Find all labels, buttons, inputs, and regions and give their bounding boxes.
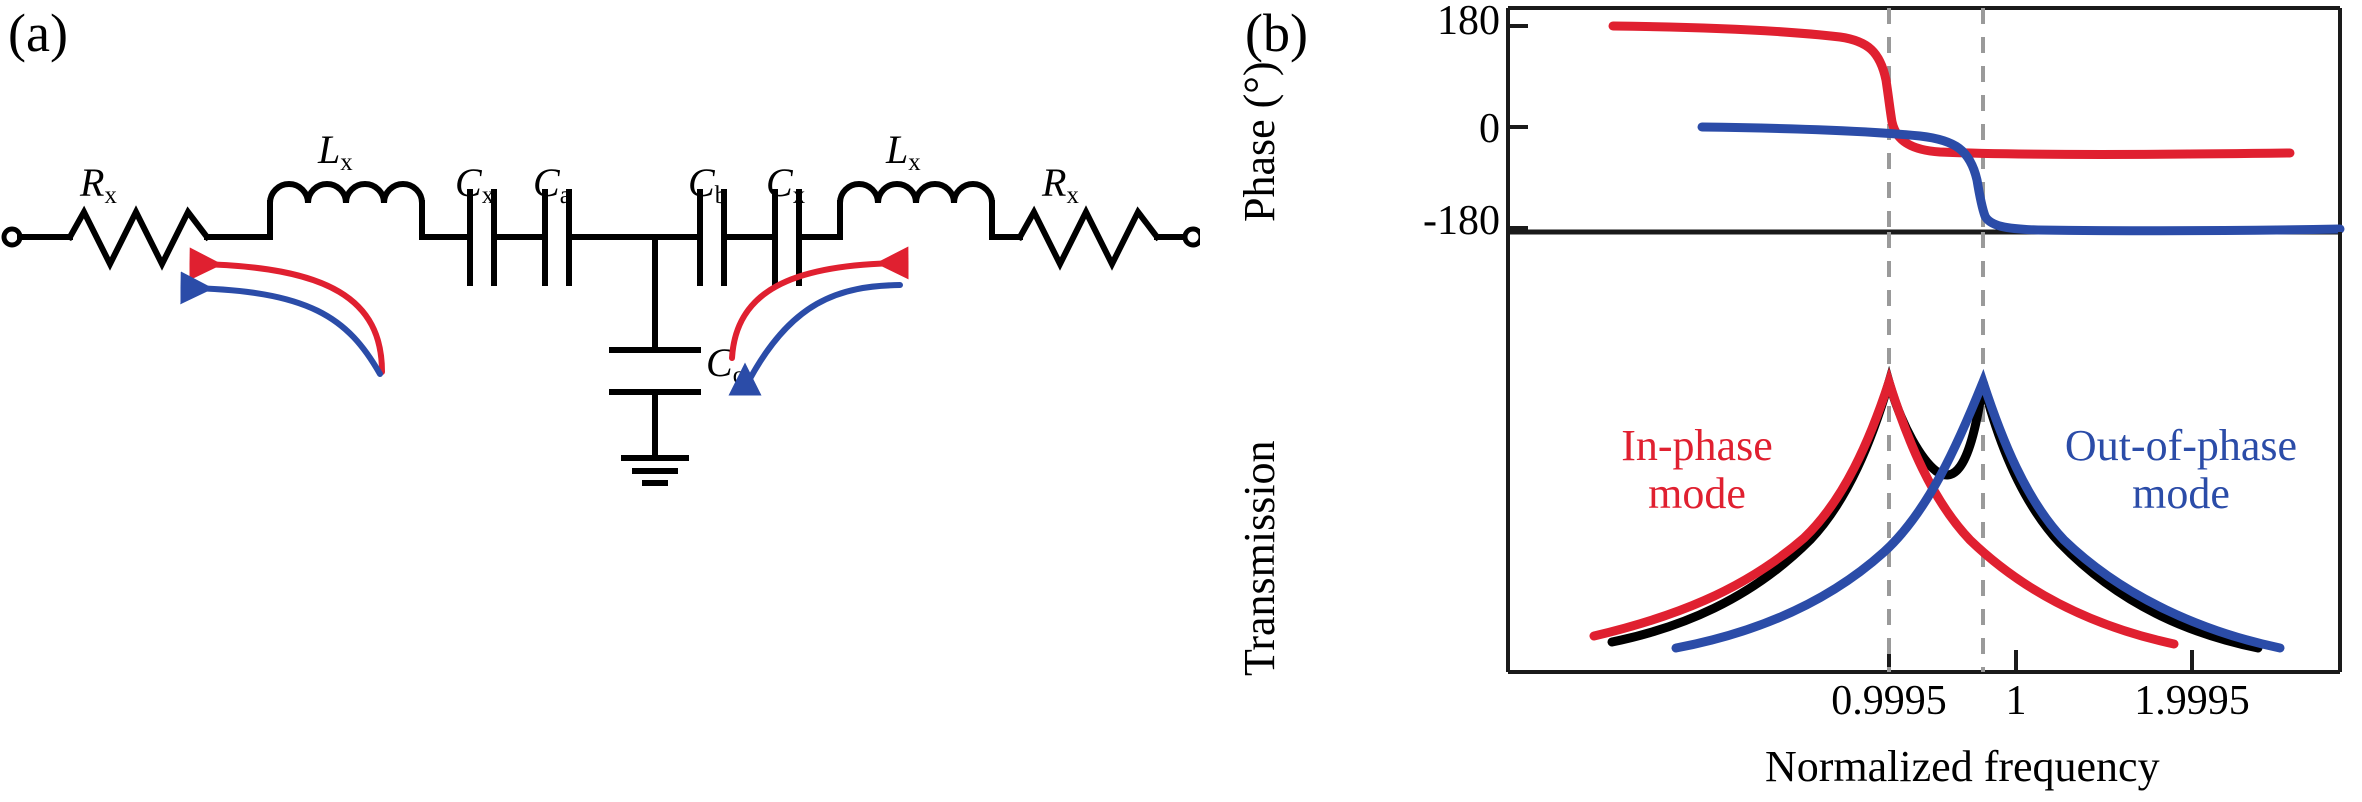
label-rx-left: Rx xyxy=(80,160,117,209)
circuit-schematic xyxy=(1,181,802,486)
phase-curve-out-of-phase xyxy=(1697,122,2345,236)
label-cb-sub: b xyxy=(714,182,728,210)
arrow-red-right xyxy=(729,246,909,361)
panel-a-circuit: (a) xyxy=(0,0,900,802)
arrow-blue-right-curve xyxy=(742,282,903,391)
label-rx-right: Rx xyxy=(1042,160,1079,209)
inductor-left-symbol xyxy=(266,181,426,207)
ytick-neg180: -180 xyxy=(1423,198,1500,244)
label-ca-main: C xyxy=(533,160,560,205)
phase-axes-frame xyxy=(1506,6,2342,232)
label-cx-right-main: C xyxy=(766,160,793,205)
label-cx-left-sub: x xyxy=(481,182,495,210)
plots-svg xyxy=(1506,6,2345,674)
label-cb-main: C xyxy=(688,160,715,205)
label-cx-right: Cx xyxy=(766,160,805,209)
ytick-180: 180 xyxy=(1437,0,1500,44)
x-axis-title: Normalized frequency xyxy=(1765,742,2160,791)
label-rx-left-main: R xyxy=(80,160,105,205)
panel-b-label: (b) xyxy=(1245,3,1308,63)
out-of-phase-mode-annotation: Out-of-phase mode xyxy=(2064,421,2298,518)
transmission-axes-frame xyxy=(1506,232,2342,674)
arrow-red-left xyxy=(189,247,385,375)
label-lx-left: Lx xyxy=(318,127,353,176)
resistor-right-symbol xyxy=(1015,205,1162,271)
label-ca-sub: a xyxy=(559,182,571,210)
label-cx-left-main: C xyxy=(455,160,482,205)
label-lx-right: Lx xyxy=(886,127,921,176)
xtick-label-1: 1 xyxy=(2005,678,2027,724)
label-rx-right-main: R xyxy=(1042,160,1067,205)
xtick-label-0p9995: 0.9995 xyxy=(1831,678,1947,724)
label-ca: Ca xyxy=(533,160,571,209)
label-rx-left-sub: x xyxy=(104,182,117,210)
label-lx-right-sub: x xyxy=(908,149,921,177)
ytick-0: 0 xyxy=(1479,106,1500,152)
transmission-curve-total xyxy=(1607,365,2263,653)
circuit-schematic-right xyxy=(800,181,1200,271)
label-rx-right-sub: x xyxy=(1066,182,1079,210)
label-cx-left: Cx xyxy=(455,160,494,209)
panel-b-plots: Phase (°) Transmission 180 0 -180 xyxy=(1180,0,2362,802)
transmission-curve-out-of-phase xyxy=(1671,368,2285,653)
xtick-label-1p9995: 1.9995 xyxy=(2134,678,2250,724)
label-cc-main: C xyxy=(706,340,733,385)
resistor-left-symbol xyxy=(65,205,212,271)
label-lx-left-main: L xyxy=(318,127,341,172)
panel-a-label: (a) xyxy=(8,3,68,63)
transmission-curve-in-phase xyxy=(1589,367,2179,649)
wire-cx-lx-right xyxy=(800,200,843,240)
label-cb: Cb xyxy=(688,160,727,209)
phase-curve-in-phase xyxy=(1608,21,2295,159)
wire-left-lc xyxy=(419,200,458,240)
arrow-blue-left xyxy=(180,271,383,377)
label-cx-right-sub: x xyxy=(792,182,806,210)
right-port-terminal xyxy=(1182,226,1200,248)
current-arrows-layer xyxy=(180,246,909,396)
inductor-right-symbol xyxy=(836,181,996,207)
wire-left-rl xyxy=(204,200,273,240)
label-lx-left-sub: x xyxy=(340,149,353,177)
label-lx-right-main: L xyxy=(886,127,909,172)
wire-lx-rx-right xyxy=(989,200,1023,240)
in-phase-mode-annotation: In-phase mode xyxy=(1621,421,1773,518)
